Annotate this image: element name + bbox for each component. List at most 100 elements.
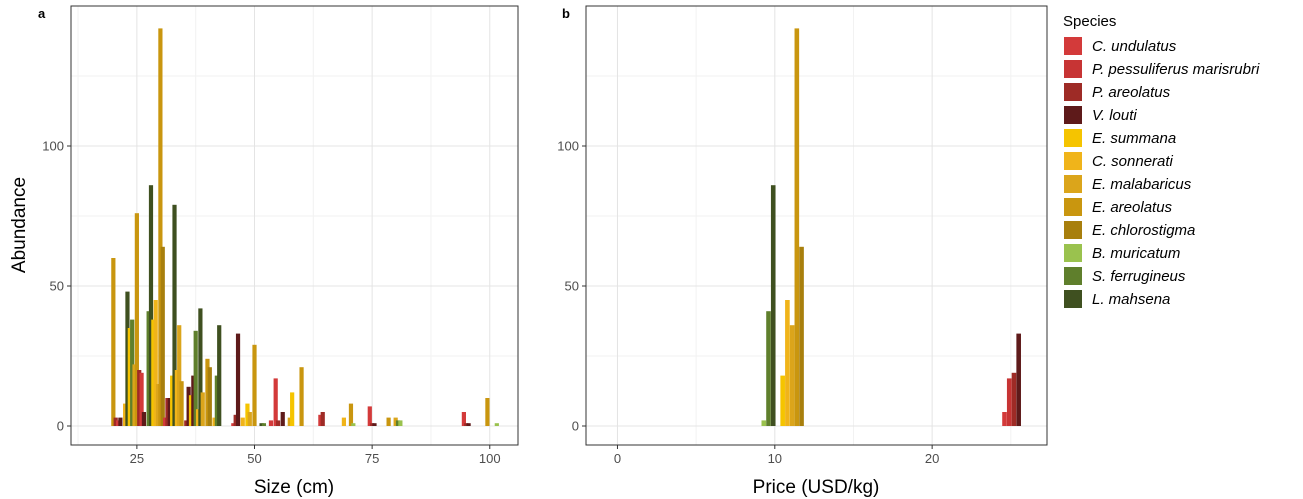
panel-a-bar	[395, 420, 401, 426]
panel-a-x-tick-label: 75	[365, 451, 379, 466]
panel-a-bar	[261, 423, 267, 426]
panel-a-bar	[177, 325, 182, 426]
panel-a-bars	[111, 28, 499, 427]
panel-a-y-tick-label: 0	[57, 419, 64, 434]
panel-b-y-tick-label: 50	[565, 279, 579, 294]
panel-a-bar	[186, 386, 191, 426]
legend-swatch	[1064, 244, 1082, 262]
panel-a-bar	[111, 258, 116, 426]
panel-a-bar	[351, 423, 356, 426]
panel-b-bars	[761, 28, 1021, 427]
panel-a-bar	[233, 414, 238, 426]
panel-a-bar	[240, 417, 245, 426]
panel-a-bar	[172, 204, 177, 426]
panel-a-x-tick-label: 100	[479, 451, 501, 466]
panel-a-bar	[188, 395, 194, 426]
panel-b-bar	[780, 375, 785, 426]
panel-a-bar	[195, 409, 201, 426]
panel-a-y-tick-label: 50	[50, 279, 64, 294]
panel-b-bar	[1016, 333, 1021, 426]
panel-a-bar	[348, 403, 354, 426]
panel-a-bar	[170, 375, 175, 426]
legend-label: S. ferrugineus	[1092, 268, 1186, 285]
panel-b-bar	[794, 28, 800, 427]
panel-a-bar	[153, 300, 158, 426]
panel-b-y-tick-label: 100	[557, 139, 579, 154]
panel-a-bar	[268, 420, 274, 426]
panel-a-bar	[132, 364, 137, 426]
legend-label: E. chlorostigma	[1092, 222, 1195, 239]
legend-label: P. areolatus	[1092, 84, 1171, 101]
panel-a-bar	[123, 403, 128, 426]
panel-a-bar	[198, 308, 203, 426]
panel-b-ticks: 0 10 20 0 50 100	[557, 139, 939, 467]
panel-a-bar	[485, 398, 490, 426]
panel-a-bar	[146, 311, 151, 426]
legend-label: C. undulatus	[1092, 38, 1177, 55]
panel-a-bar	[235, 333, 241, 426]
panel-a-bar	[165, 398, 170, 426]
panel-a-bar	[318, 414, 323, 426]
legend-swatch	[1064, 129, 1082, 147]
panel-b-x-tick-label: 0	[614, 451, 621, 466]
panel-b-bar	[1006, 378, 1012, 426]
legend-swatch	[1064, 106, 1082, 124]
panel-b-bar	[789, 325, 795, 426]
panel-a-frame	[70, 5, 519, 446]
panel-a-bar	[205, 358, 210, 426]
legend-label: E. summana	[1092, 130, 1176, 147]
panel-b-chart: b 0 10 20 0 50 100 Price (USD/kg)	[557, 5, 1048, 498]
panel-a-y-tick-label: 100	[42, 139, 64, 154]
legend-title: Species	[1063, 13, 1116, 30]
panel-a-bar	[127, 328, 132, 426]
panel-a-bar	[141, 412, 147, 426]
panel-a-bar	[212, 417, 217, 426]
panel-a-bar	[118, 417, 123, 426]
panel-a-x-axis-title: Size (cm)	[254, 477, 334, 498]
legend-swatch	[1064, 83, 1082, 101]
panel-a-bar	[163, 417, 168, 426]
panel-a-bar	[341, 417, 347, 426]
panel-a-bar	[287, 417, 292, 426]
panel-a-bar	[148, 185, 154, 426]
legend-label: B. muricatum	[1092, 245, 1180, 262]
legend-label: C. sonnerati	[1092, 153, 1174, 170]
panel-a-bar	[280, 412, 285, 426]
legend-swatch	[1064, 221, 1082, 239]
panel-a-bar	[290, 392, 295, 426]
panel-a-x-tick-label: 25	[130, 451, 144, 466]
panel-a-bar	[158, 28, 163, 427]
panel-a-bar	[139, 372, 144, 426]
legend-label: E. areolatus	[1092, 199, 1173, 216]
panel-a-bar	[179, 381, 184, 426]
legend-label: E. malabaricus	[1092, 176, 1192, 193]
panel-a-bar	[247, 412, 252, 426]
panel-b-bar	[785, 300, 790, 426]
legend-label: P. pessuliferus marisrubri	[1092, 61, 1260, 78]
panel-a-chart: a 25 50 75 100 0 50 100 Size (cm) Abundance	[9, 5, 519, 498]
panel-a-bar	[299, 367, 304, 426]
panel-b-x-axis-title: Price (USD/kg)	[753, 477, 880, 498]
panel-b-frame	[585, 5, 1048, 446]
panel-a-bar	[151, 319, 156, 426]
panel-a-bar	[466, 423, 471, 426]
panel-a-bar	[134, 213, 139, 426]
panel-a-bar	[372, 423, 377, 426]
panel-a-bar	[191, 375, 196, 426]
panel-b-y-tick-label: 0	[572, 419, 579, 434]
legend-swatch	[1064, 290, 1082, 308]
panel-a-bar	[184, 420, 189, 426]
panel-a-bar	[214, 375, 219, 426]
panel-a-bar	[193, 330, 198, 426]
legend-entries: C. undulatus P. pessuliferus marisrubri P.…	[1064, 37, 1260, 308]
panel-a-bar	[130, 319, 135, 426]
panel-b-x-tick-label: 20	[925, 451, 939, 466]
legend-label: V. louti	[1092, 107, 1137, 124]
panel-a-bar	[115, 420, 121, 426]
panel-b-x-tick-label: 10	[768, 451, 782, 466]
panel-a-bar	[275, 420, 281, 426]
panel-a-y-axis-title: Abundance	[9, 177, 30, 273]
legend-label: L. mahsena	[1092, 291, 1170, 308]
panel-a-bar	[200, 392, 205, 426]
panel-a-letter: a	[38, 6, 46, 21]
